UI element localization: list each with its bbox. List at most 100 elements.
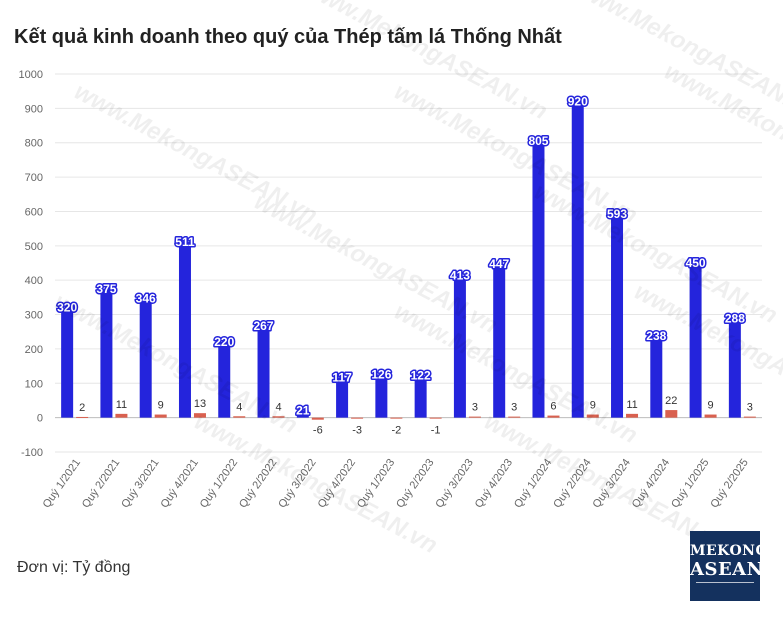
bar-series1 xyxy=(375,374,388,418)
bar-series1 xyxy=(100,288,113,418)
data-label-series2: -1 xyxy=(431,425,441,437)
bar-series2 xyxy=(429,417,442,419)
bar-series2 xyxy=(547,415,560,418)
bar-series2 xyxy=(626,413,639,418)
data-label-series2: 3 xyxy=(472,402,478,414)
data-label-series2: 3 xyxy=(747,402,753,414)
y-tick-label: 300 xyxy=(25,310,43,322)
y-tick-label: 1000 xyxy=(19,69,43,81)
grid-lines xyxy=(55,73,762,453)
bar-series1 xyxy=(218,342,231,418)
x-tick-label: Quý 2/2022 xyxy=(237,457,279,510)
x-tick-label: Quý 2/2021 xyxy=(80,457,122,510)
y-tick-label: 200 xyxy=(25,344,43,356)
x-tick-label: Quý 2/2023 xyxy=(394,457,436,510)
y-tick-label: 400 xyxy=(25,275,43,287)
data-label-series2: 9 xyxy=(158,400,164,412)
x-tick-label: Quý 2/2025 xyxy=(708,457,750,510)
data-label-series2: -3 xyxy=(352,425,362,437)
bar-series1 xyxy=(257,325,270,418)
y-tick-label: 800 xyxy=(25,138,43,150)
data-label-series1: 220 xyxy=(214,335,234,349)
data-label-series1: 511 xyxy=(175,235,195,249)
bar-series2 xyxy=(311,417,324,420)
data-label-series1: 21 xyxy=(296,403,310,417)
bar-series2 xyxy=(193,413,206,418)
data-label-series2: -2 xyxy=(391,425,401,437)
bar-series1 xyxy=(453,275,466,418)
bar-series2 xyxy=(508,416,521,418)
y-tick-label: 0 xyxy=(37,413,43,425)
x-tick-label: Quý 4/2021 xyxy=(158,457,200,510)
data-label-series1: 238 xyxy=(646,329,666,343)
x-tick-label: Quý 1/2025 xyxy=(669,457,711,510)
mekong-asean-logo: MEKONG ASEAN xyxy=(690,531,767,601)
bar-series2 xyxy=(76,416,89,418)
x-tick-label: Quý 2/2024 xyxy=(551,457,593,510)
bar-series1 xyxy=(61,307,74,418)
data-label-series1: 920 xyxy=(568,94,588,108)
data-label-series1: 320 xyxy=(57,301,77,315)
data-label-series2: 4 xyxy=(236,401,242,413)
data-label-series1: 267 xyxy=(254,319,274,333)
data-label-series2: 4 xyxy=(275,401,281,413)
data-label-series2: 9 xyxy=(590,400,596,412)
data-label-series1: 413 xyxy=(450,269,470,283)
x-tick-label: Quý 4/2022 xyxy=(316,457,358,510)
y-tick-label: -100 xyxy=(21,447,43,459)
y-tick-label: 500 xyxy=(25,241,43,253)
bar-series2 xyxy=(665,410,678,418)
bar-series2 xyxy=(154,414,167,418)
bar-series1 xyxy=(336,377,349,418)
data-label-series1: 126 xyxy=(371,367,391,381)
bar-series1 xyxy=(611,213,624,418)
y-tick-label: 700 xyxy=(25,172,43,184)
x-tick-label: Quý 1/2022 xyxy=(198,457,240,510)
x-tick-label: Quý 3/2021 xyxy=(119,457,161,510)
bar-series2 xyxy=(586,414,599,418)
data-label-series2: 11 xyxy=(116,399,127,411)
x-tick-label: Quý 3/2022 xyxy=(276,457,318,510)
bar-series1 xyxy=(532,141,545,418)
x-tick-label: Quý 4/2023 xyxy=(473,457,515,510)
y-tick-label: 900 xyxy=(25,103,43,115)
x-tick-label: Quý 3/2024 xyxy=(591,457,633,510)
data-label-series1: 117 xyxy=(332,370,352,384)
x-tick-label: Quý 1/2023 xyxy=(355,457,397,510)
x-tick-label: Quý 1/2024 xyxy=(512,457,554,510)
y-tick-label: 600 xyxy=(25,206,43,218)
bar-series2 xyxy=(743,416,756,418)
bar-series1 xyxy=(689,263,702,418)
bar-series2 xyxy=(390,417,403,419)
bar-series2 xyxy=(468,416,481,418)
data-label-series2: 9 xyxy=(708,400,714,412)
y-tick-label: 100 xyxy=(25,378,43,390)
bar-series2 xyxy=(233,416,246,418)
data-label-series2: -6 xyxy=(313,425,323,437)
chart-title: Kết quả kinh doanh theo quý của Thép tấm… xyxy=(14,26,562,48)
data-label-series2: 13 xyxy=(194,398,206,410)
data-label-series1: 593 xyxy=(607,207,627,221)
bar-series2 xyxy=(272,416,285,418)
bar-series1 xyxy=(571,101,584,418)
bar-series1 xyxy=(296,410,309,418)
data-label-series2: 2 xyxy=(79,402,85,414)
data-labels: 320 2 375 11 346 9 511 13 220 4 267 4 21-6 117 -3 126 -2… xyxy=(56,93,753,437)
data-label-series2: 3 xyxy=(511,402,517,414)
bar-series1 xyxy=(728,318,741,418)
x-tick-label: Quý 1/2021 xyxy=(41,457,83,510)
bar-series1 xyxy=(493,264,506,418)
data-label-series1: 122 xyxy=(411,369,431,383)
bars xyxy=(61,101,756,420)
bar-series1 xyxy=(414,375,427,418)
data-label-series1: 375 xyxy=(96,282,116,296)
data-label-series1: 447 xyxy=(489,257,509,271)
data-label-series2: 22 xyxy=(665,395,677,407)
x-tick-label: Quý 3/2023 xyxy=(433,457,475,510)
data-label-series1: 288 xyxy=(725,312,745,326)
bar-series2 xyxy=(351,417,364,419)
unit-label: Đơn vị: Tỷ đồng xyxy=(17,559,131,576)
data-label-series1: 805 xyxy=(528,134,548,148)
